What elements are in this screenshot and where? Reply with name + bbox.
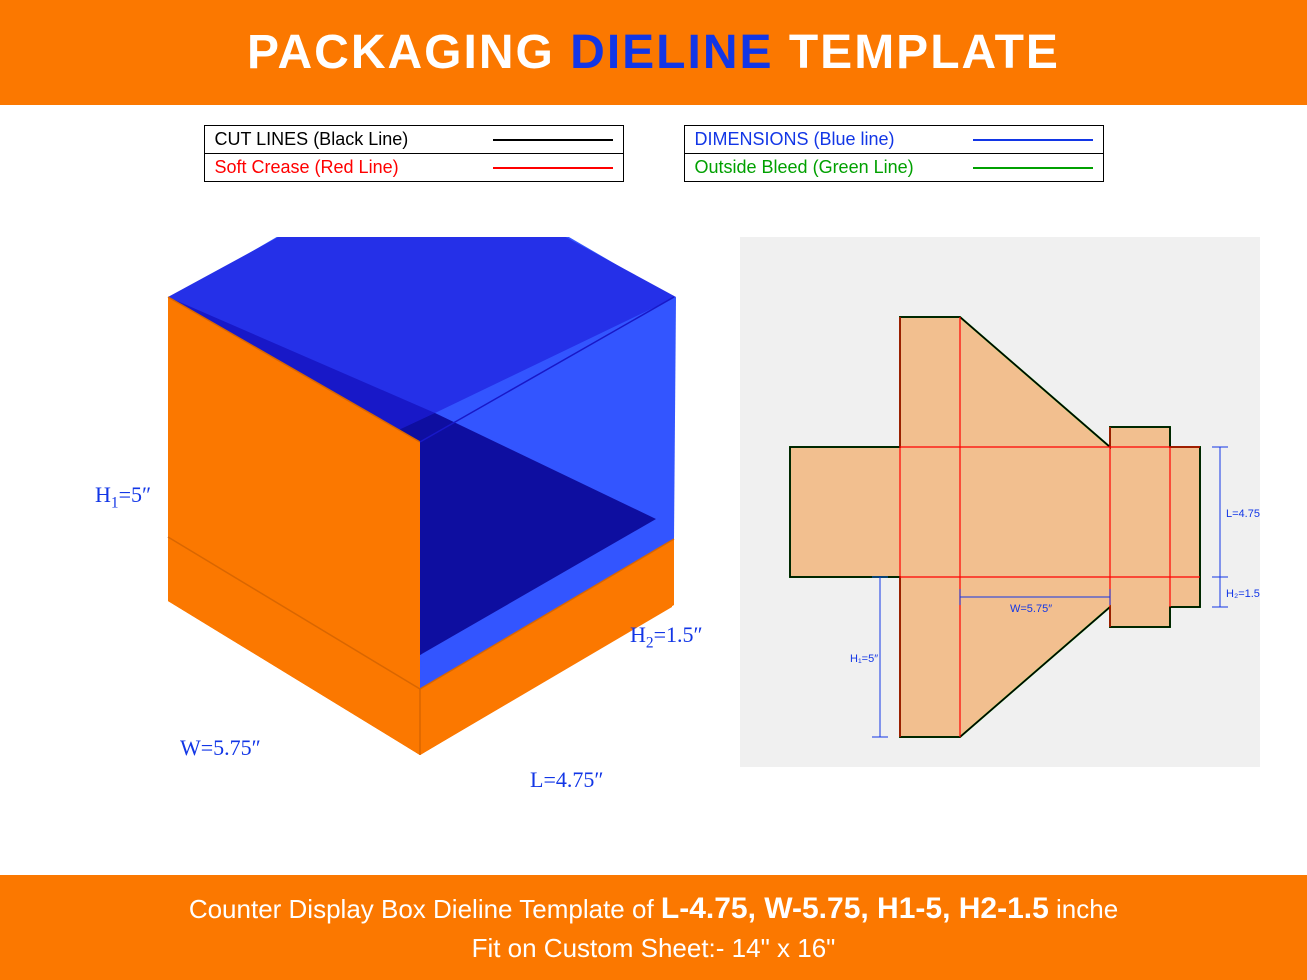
header-banner: PACKAGING DIELINE TEMPLATE bbox=[0, 0, 1307, 105]
legend-cutlines-label: CUT LINES (Black Line) bbox=[215, 129, 493, 150]
footer-banner: Counter Display Box Dieline Template of … bbox=[0, 875, 1307, 980]
box-3d-svg-main bbox=[40, 237, 740, 817]
dieline-dim-l: L=4.75″ bbox=[1226, 508, 1260, 520]
footer-line-1: Counter Display Box Dieline Template of … bbox=[189, 888, 1118, 930]
footer-post: inche bbox=[1049, 894, 1118, 924]
dim-w: W=5.75″ bbox=[180, 735, 261, 761]
dim-h1: H1=5″ bbox=[95, 482, 151, 512]
dieline-dim-h2: H₂=1.5″ bbox=[1226, 588, 1260, 600]
footer-pre: Counter Display Box Dieline Template of bbox=[189, 894, 661, 924]
legend-dimensions-label: DIMENSIONS (Blue line) bbox=[695, 129, 973, 150]
legend-left: CUT LINES (Black Line) Soft Crease (Red … bbox=[204, 125, 624, 182]
legend-cutlines-line bbox=[493, 139, 613, 141]
legend: CUT LINES (Black Line) Soft Crease (Red … bbox=[0, 125, 1307, 182]
dieline-svg: W=5.75″ H₁=5″ L=4.75″ H₂=1.5″ bbox=[740, 237, 1260, 767]
header-word-3: TEMPLATE bbox=[774, 25, 1060, 80]
main-content: H1=5″ W=5.75″ L=4.75″ H2=1.5″ bbox=[0, 237, 1307, 817]
header-word-1: PACKAGING bbox=[247, 25, 570, 80]
dieline-dim-h1: H₁=5″ bbox=[850, 653, 878, 665]
footer-line-2: Fit on Custom Sheet:- 14" x 16" bbox=[472, 930, 836, 966]
legend-dimensions-line bbox=[973, 139, 1093, 141]
dieline-view: W=5.75″ H₁=5″ L=4.75″ H₂=1.5″ bbox=[740, 237, 1260, 767]
legend-crease-line bbox=[493, 167, 613, 169]
footer-dims: L-4.75, W-5.75, H1-5, H2-1.5 bbox=[661, 892, 1049, 925]
dim-h2: H2=1.5″ bbox=[630, 622, 703, 652]
legend-bleed-label: Outside Bleed (Green Line) bbox=[695, 157, 973, 178]
legend-right: DIMENSIONS (Blue line) Outside Bleed (Gr… bbox=[684, 125, 1104, 182]
box-3d-view: H1=5″ W=5.75″ L=4.75″ H2=1.5″ bbox=[40, 237, 740, 817]
header-word-2: DIELINE bbox=[570, 25, 773, 80]
dieline-dim-w: W=5.75″ bbox=[1010, 603, 1052, 615]
legend-crease-label: Soft Crease (Red Line) bbox=[215, 157, 493, 178]
dim-l: L=4.75″ bbox=[530, 767, 604, 793]
legend-bleed-line bbox=[973, 167, 1093, 169]
